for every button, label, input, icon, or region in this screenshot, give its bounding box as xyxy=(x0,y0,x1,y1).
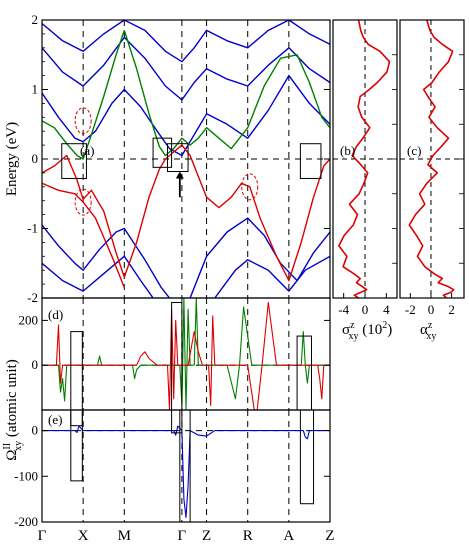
ytick-label-e-2: 0 xyxy=(32,423,39,438)
panel-d-curves xyxy=(42,298,330,410)
panel-a-guides xyxy=(42,20,330,298)
highlight-box-0 xyxy=(61,143,87,179)
panel-a-ylabel: Energy (eV) xyxy=(4,122,20,196)
highlight-ellipse-5 xyxy=(74,188,92,216)
panel-a-label: (a) xyxy=(80,143,94,158)
panel-c-curve xyxy=(408,20,455,298)
xtick-label-b-1: 0 xyxy=(362,302,369,317)
ytick-label-e-0: -200 xyxy=(14,514,38,529)
ytick-label-a-4: 2 xyxy=(32,12,39,27)
highlight-ellipse-4 xyxy=(74,107,92,135)
xtick-label-c-1: 0 xyxy=(428,302,435,317)
highlight-box-2 xyxy=(166,143,189,173)
curve-b xyxy=(338,20,391,298)
highlight-ellipse-6 xyxy=(241,173,259,201)
xtick-label-c-2: 2 xyxy=(448,302,455,317)
panel-c-ticks: -2 0 2 xyxy=(405,19,464,317)
panel-c-guides xyxy=(400,20,464,298)
band-line-0 xyxy=(42,74,330,157)
highlight-box-3 xyxy=(299,143,322,179)
panel-a-annotations xyxy=(61,107,322,216)
highlight-box-d-0 xyxy=(70,331,83,427)
panel-e-curves xyxy=(42,425,330,518)
xtick-label-b-2: 4 xyxy=(383,302,390,317)
kpoint-label-1: X xyxy=(78,528,89,544)
arrow-head xyxy=(175,171,184,179)
band-line-6 xyxy=(214,255,330,298)
ytick-label-a-3: 1 xyxy=(32,82,39,97)
panel-b-guides xyxy=(333,20,397,298)
panel-b-curve xyxy=(338,20,391,298)
ytick-label-a-1: -1 xyxy=(27,221,38,236)
panel-e-ticks: -200 -100 0 xyxy=(14,423,330,529)
panel-b-label: (b) xyxy=(340,143,355,158)
panel-d-berry-curvature: 0 200 (d) xyxy=(19,297,331,427)
ytick-label-e-1: -100 xyxy=(14,468,38,483)
panel-e-guides xyxy=(42,410,330,522)
band-line-9 xyxy=(42,144,330,282)
panel-e-annotations xyxy=(70,409,315,523)
kpoint-label-0: Γ xyxy=(38,528,47,544)
kpoint-label-7: Z xyxy=(325,528,334,544)
curve-d-1 xyxy=(42,301,330,410)
curve-e-0 xyxy=(42,425,330,518)
panel-a-band-structure: -2 -1 0 1 2 (a) Energy (eV) xyxy=(4,12,331,305)
curve-c xyxy=(408,20,455,298)
band-line-10 xyxy=(42,182,125,288)
panel-d-label: (d) xyxy=(48,307,63,322)
highlight-box-e-3 xyxy=(299,409,315,505)
kpoint-label-6: A xyxy=(283,528,294,544)
band-line-5 xyxy=(42,255,154,298)
ytick-label-d-1: 200 xyxy=(19,312,39,327)
panel-c-alpha: -2 0 2 (c) αz xy xyxy=(399,19,465,342)
xtick-label-c-0: -2 xyxy=(405,302,416,317)
xtick-label-b-0: -4 xyxy=(338,302,349,317)
panel-e-berry-curvature: -200 -100 0 (e) ΩIIxy (atomic unit) xyxy=(2,359,331,529)
ytick-label-a-2: 0 xyxy=(32,151,39,166)
highlight-box-e-0 xyxy=(70,409,83,482)
band-line-7 xyxy=(42,30,125,160)
ytick-label-a-0: -2 xyxy=(27,290,38,305)
band-line-8 xyxy=(123,30,330,157)
panel-d-annotations xyxy=(70,301,312,427)
ytick-label-d-0: 0 xyxy=(32,357,39,372)
panel-c-xlabel: αz xy xyxy=(420,320,436,342)
highlight-box-1 xyxy=(152,137,173,168)
panel-b-ticks: -4 0 4 xyxy=(338,19,397,317)
panel-c-label: (c) xyxy=(407,143,421,158)
band-line-1 xyxy=(42,36,330,101)
panel-e-ylabel: ΩIIxy (atomic unit) xyxy=(2,359,24,460)
band-line-2 xyxy=(42,20,330,63)
kpoint-label-4: Z xyxy=(202,528,211,544)
band-line-3 xyxy=(42,224,171,298)
panel-d-ticks: 0 200 xyxy=(19,312,330,372)
curve-d-0 xyxy=(42,298,330,410)
kpoint-label-5: R xyxy=(243,528,253,544)
kpoint-label-3: Γ xyxy=(178,528,187,544)
panel-e-label: (e) xyxy=(48,412,62,427)
band-line-4 xyxy=(189,217,330,298)
panel-b-spin-hall-conductivity: -4 0 4 (b) σz xy (102) xyxy=(332,19,398,342)
kpoint-label-2: M xyxy=(118,528,131,544)
panel-b-xlabel: σz xy (102) xyxy=(342,320,392,342)
panel-e-frame xyxy=(41,409,331,523)
